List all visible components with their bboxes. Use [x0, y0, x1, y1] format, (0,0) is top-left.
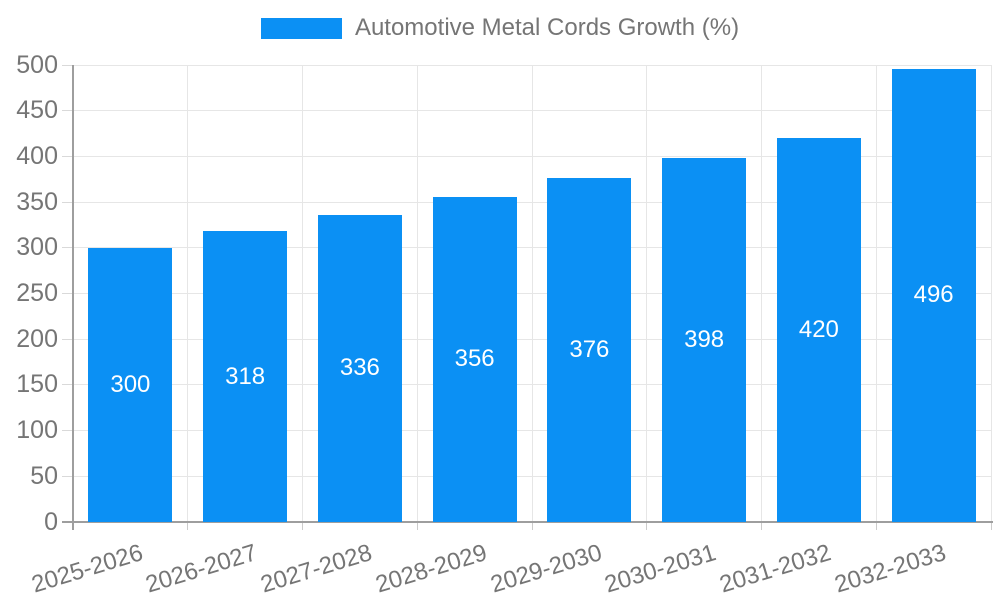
x-gridline — [416, 65, 418, 522]
y-axis-label: 300 — [16, 233, 58, 262]
x-axis-tick — [187, 522, 189, 530]
bar: 420 — [776, 138, 861, 522]
y-axis-label: 150 — [16, 370, 58, 399]
y-axis-tick — [62, 475, 73, 477]
bar-value-label: 356 — [454, 345, 495, 373]
y-axis-tick — [62, 384, 73, 386]
x-gridline — [990, 65, 992, 522]
x-axis-tick — [646, 522, 648, 530]
bar-value-label: 318 — [225, 362, 266, 390]
bar: 398 — [662, 158, 747, 522]
y-axis-tick — [62, 201, 73, 203]
legend-label: Automotive Metal Cords Growth (%) — [354, 14, 740, 41]
bar-value-label: 376 — [569, 336, 610, 364]
y-axis-label: 50 — [30, 461, 58, 490]
legend-swatch — [260, 17, 342, 39]
x-axis-label: 2028-2029 — [372, 539, 490, 599]
y-axis-line — [72, 65, 74, 530]
x-gridline — [302, 65, 303, 522]
y-axis-tick — [62, 64, 73, 66]
x-axis-label: 2027-2028 — [257, 539, 376, 599]
y-axis-tick — [62, 247, 73, 249]
x-gridline — [875, 65, 877, 522]
y-axis-tick — [62, 430, 73, 432]
x-gridline — [187, 65, 189, 522]
bar: 300 — [88, 247, 173, 522]
bar: 318 — [203, 231, 288, 522]
x-axis-label: 2030-2031 — [601, 539, 720, 599]
y-axis-label: 200 — [16, 324, 58, 353]
x-axis-tick — [416, 522, 418, 530]
y-axis-label: 100 — [16, 416, 58, 445]
y-axis-label: 400 — [16, 141, 58, 170]
bar: 376 — [547, 178, 632, 522]
x-axis-tick — [302, 522, 303, 530]
x-axis-tick — [990, 522, 992, 530]
x-axis-label: 2031-2032 — [716, 539, 835, 599]
x-axis-label: 2029-2030 — [487, 539, 605, 599]
y-axis-tick — [62, 338, 73, 340]
y-axis-label: 250 — [16, 279, 58, 307]
x-axis-tick — [761, 522, 762, 530]
bar: 496 — [891, 68, 976, 522]
bar-value-label: 420 — [798, 316, 839, 344]
x-axis-label: 2026-2027 — [142, 539, 261, 599]
x-gridline — [646, 65, 648, 522]
bar-value-label: 336 — [339, 354, 380, 382]
bar: 336 — [317, 214, 402, 522]
bar-value-label: 300 — [110, 370, 151, 398]
y-axis-tick — [62, 155, 73, 157]
x-axis-tick — [875, 522, 877, 530]
bar: 356 — [432, 196, 517, 522]
y-axis-label: 450 — [16, 96, 58, 125]
x-gridline — [531, 65, 533, 522]
y-axis-label: 500 — [16, 50, 58, 79]
x-axis-line — [62, 521, 993, 523]
x-gridline — [761, 65, 762, 522]
bar-value-label: 496 — [913, 281, 954, 309]
bar-value-label: 398 — [684, 326, 725, 354]
legend: Automotive Metal Cords Growth (%) — [0, 14, 1000, 42]
x-axis-tick — [531, 522, 533, 530]
x-axis-label: 2025-2026 — [28, 539, 146, 599]
y-axis-label: 0 — [44, 507, 58, 536]
y-axis-label: 350 — [16, 187, 58, 216]
y-axis-tick — [62, 110, 73, 112]
y-axis-tick — [62, 293, 73, 294]
x-axis-label: 2032-2033 — [831, 539, 949, 599]
